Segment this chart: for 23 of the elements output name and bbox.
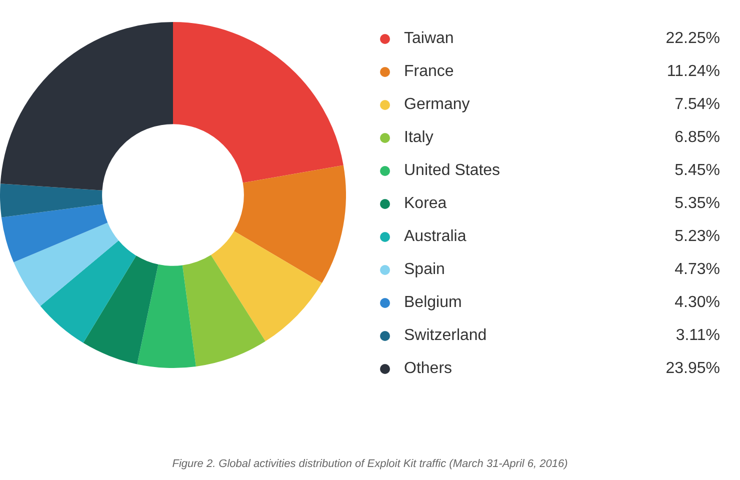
legend-label: Korea: [404, 194, 448, 212]
legend-label: Germany: [404, 96, 471, 114]
data-label: 23.95%: [666, 360, 720, 378]
legend-label: Switzerland: [404, 326, 488, 344]
data-label: 5.45%: [674, 162, 720, 180]
data-label: 4.73%: [674, 260, 720, 278]
caption: Figure 2. Global activities distribution of Exploit Kit traffic (March 31-April 6, 2016): [171, 458, 569, 470]
legend-label: Taiwan: [404, 30, 455, 48]
legend-label: Italy: [404, 128, 434, 146]
legend-label: Belgium: [404, 294, 463, 312]
data-label: 11.24%: [666, 62, 720, 80]
legend-label: France: [404, 62, 455, 80]
data-label: 5.23%: [674, 228, 720, 246]
data-label: 6.85%: [674, 128, 720, 146]
legend-label: Others: [404, 360, 454, 378]
legend-label: United States: [404, 162, 502, 180]
data-label: 5.35%: [674, 194, 720, 212]
data-label: 22.25%: [666, 30, 720, 48]
legend-label: Spain: [404, 260, 446, 278]
data-label: 3.11%: [676, 326, 720, 344]
data-label: 7.54%: [674, 96, 720, 114]
data-label: 4.30%: [674, 294, 720, 312]
legend-label: Australia: [404, 228, 468, 246]
